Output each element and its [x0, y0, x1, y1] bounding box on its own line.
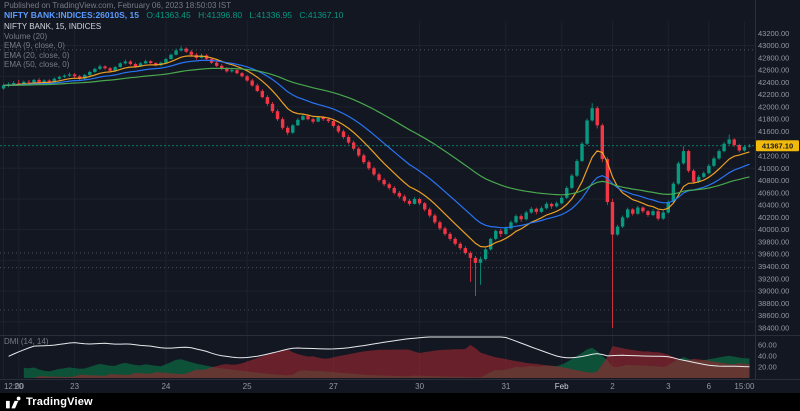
legend-ema9-row: EMA (9, close, 0) — [4, 41, 65, 50]
svg-text:41800.00: 41800.00 — [758, 115, 789, 124]
svg-text:Feb: Feb — [555, 382, 569, 391]
legend-volume-row: Volume (20) — [4, 31, 48, 41]
dmi-legend: DMI (14, 14) — [4, 337, 49, 346]
last-price-label: 41367.10 — [0, 140, 799, 152]
price-axis: 38400.00 38600.00 38800.00 39000.00 39200.00… — [758, 29, 789, 372]
svg-text:23: 23 — [70, 382, 79, 391]
svg-text:42200.00: 42200.00 — [758, 90, 789, 99]
tradingview-wordmark[interactable]: TradingView — [26, 396, 93, 408]
svg-text:41367.10: 41367.10 — [762, 142, 793, 151]
svg-text:3: 3 — [666, 382, 671, 391]
tradingview-logo-icon[interactable] — [6, 396, 21, 409]
published-caption: Published on TradingView.com, February 0… — [4, 1, 232, 10]
svg-text:41000.00: 41000.00 — [758, 164, 789, 173]
close-value: C:41367.10 — [299, 10, 344, 20]
svg-text:42800.00: 42800.00 — [758, 53, 789, 62]
svg-text:24: 24 — [161, 382, 170, 391]
low-value: L:41336.95 — [249, 10, 292, 20]
symbol-title: NIFTY BANK:INDICES:26010S, 15 — [4, 10, 139, 20]
svg-text:38800.00: 38800.00 — [758, 299, 789, 308]
svg-text:25: 25 — [243, 382, 252, 391]
svg-text:30: 30 — [415, 382, 424, 391]
svg-text:39400.00: 39400.00 — [758, 262, 789, 271]
pane-separators — [0, 0, 800, 380]
legend-ema50-row: EMA (50, close, 0) — [4, 60, 70, 69]
svg-text:42000.00: 42000.00 — [758, 102, 789, 111]
svg-text:60.00: 60.00 — [758, 341, 777, 350]
svg-text:40000.00: 40000.00 — [758, 225, 789, 234]
svg-text:31: 31 — [501, 382, 510, 391]
svg-text:43000.00: 43000.00 — [758, 41, 789, 50]
svg-text:39000.00: 39000.00 — [758, 287, 789, 296]
svg-text:42600.00: 42600.00 — [758, 66, 789, 75]
level-lines — [0, 49, 756, 311]
svg-text:40.00: 40.00 — [758, 352, 777, 361]
high-value: H:41396.80 — [198, 10, 243, 20]
legend-symbol-row: NIFTY BANK, 15, INDICES — [4, 22, 102, 31]
dmi-indicator — [8, 336, 750, 378]
svg-text:40600.00: 40600.00 — [758, 188, 789, 197]
svg-text:6: 6 — [707, 382, 712, 391]
svg-text:15:00: 15:00 — [734, 382, 755, 391]
svg-text:38600.00: 38600.00 — [758, 311, 789, 320]
legend-ema20-row: EMA (20, close, 0) — [4, 50, 70, 60]
main-legend: NIFTY BANK, 15, INDICES Volume (20) EMA … — [4, 22, 101, 70]
svg-text:20: 20 — [14, 382, 23, 391]
svg-text:39800.00: 39800.00 — [758, 237, 789, 246]
svg-text:43200.00: 43200.00 — [758, 29, 789, 38]
svg-text:27: 27 — [329, 382, 338, 391]
svg-text:12:00: 12:00 — [4, 382, 25, 391]
svg-text:40800.00: 40800.00 — [758, 176, 789, 185]
open-value: O:41363.45 — [146, 10, 191, 20]
ema-lines — [3, 55, 750, 248]
symbol-ohlc-line: NIFTY BANK:INDICES:26010S, 15 O:41363.45… — [4, 10, 343, 20]
gridlines — [0, 21, 756, 378]
footer-bar: TradingView — [0, 393, 800, 411]
chart-canvas: 38400.00 38600.00 38800.00 39000.00 39200.00… — [0, 0, 800, 391]
svg-text:38400.00: 38400.00 — [758, 323, 789, 332]
svg-text:20.00: 20.00 — [758, 363, 777, 372]
svg-text:42400.00: 42400.00 — [758, 78, 789, 87]
svg-text:40400.00: 40400.00 — [758, 201, 789, 210]
candles — [1, 46, 752, 328]
svg-text:41200.00: 41200.00 — [758, 152, 789, 161]
svg-text:39200.00: 39200.00 — [758, 274, 789, 283]
svg-text:39600.00: 39600.00 — [758, 250, 789, 259]
svg-text:40200.00: 40200.00 — [758, 213, 789, 222]
svg-text:41600.00: 41600.00 — [758, 127, 789, 136]
svg-text:2: 2 — [610, 382, 615, 391]
